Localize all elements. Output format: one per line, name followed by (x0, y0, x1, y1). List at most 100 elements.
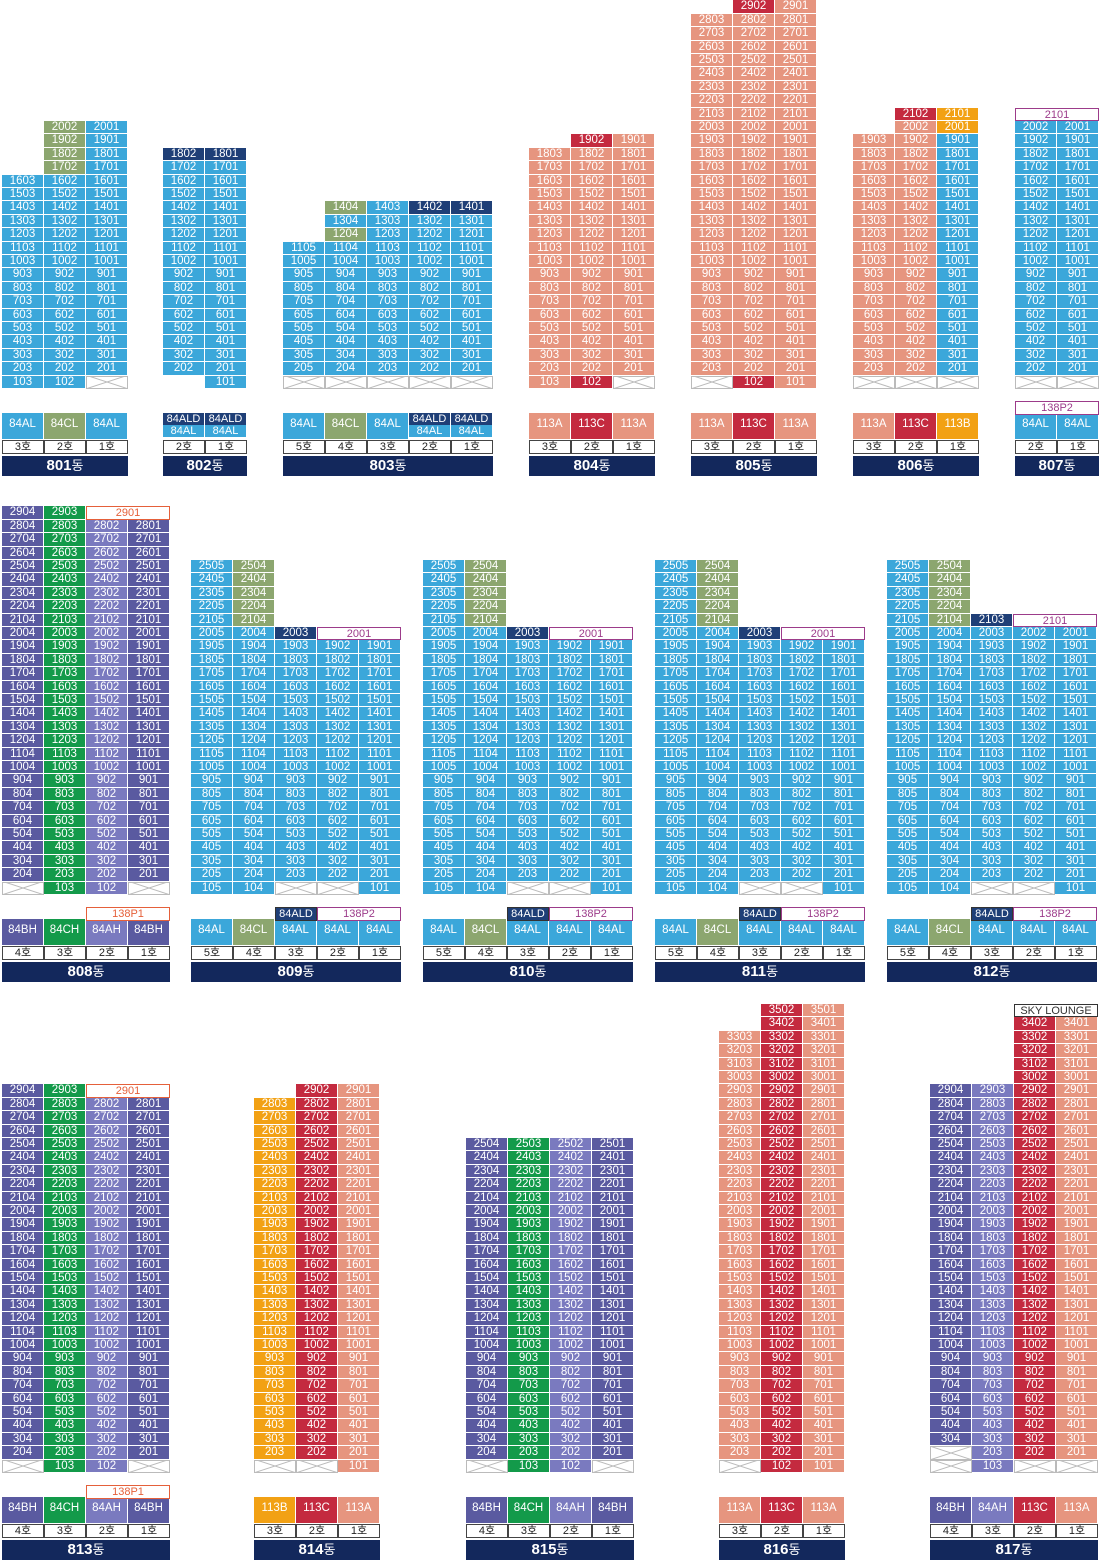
unit-1003: 1003 (44, 1339, 86, 1353)
unit-1303: 1303 (529, 214, 571, 229)
unit-1503: 1503 (853, 188, 895, 202)
unit-902: 902 (1014, 1352, 1056, 1366)
unit-804: 804 (2, 1365, 44, 1380)
unit-number-label: 4호 (233, 946, 275, 960)
empty-unit (128, 1459, 170, 1473)
unit-number-label: 1호 (359, 946, 401, 960)
unit-1903: 1903 (971, 640, 1013, 654)
unit-502: 502 (44, 322, 86, 336)
unit-1403: 1403 (691, 201, 733, 215)
unit-number-label: 1호 (823, 946, 865, 960)
unit-904: 904 (929, 774, 971, 788)
unit-2701: 2701 (338, 1111, 380, 1125)
unit-1102: 1102 (1013, 747, 1055, 761)
unit-501: 501 (359, 828, 401, 842)
unit-301: 301 (803, 1432, 845, 1447)
unit-803: 803 (254, 1365, 296, 1380)
unit-1201: 1201 (1056, 1312, 1098, 1326)
building-label: 814동 (254, 1540, 380, 1560)
unit-101: 101 (359, 881, 401, 895)
unit-704: 704 (233, 801, 275, 815)
unit-1703: 1703 (44, 1245, 86, 1259)
unit-1604: 1604 (929, 680, 971, 694)
unit-3502: 3502 (761, 1004, 803, 1018)
unit-1004: 1004 (466, 1339, 508, 1353)
unit-1202: 1202 (163, 228, 205, 242)
unit-2205: 2205 (887, 600, 929, 614)
unit-2003: 2003 (972, 1205, 1014, 1219)
building-suffix: 동 (598, 458, 611, 473)
unit-1803: 1803 (972, 1231, 1014, 1246)
unit-205: 205 (887, 868, 929, 882)
unit-1501: 1501 (823, 694, 865, 708)
unit-2203: 2203 (972, 1178, 1014, 1192)
unit-3201: 3201 (1056, 1044, 1098, 1058)
unit-303: 303 (719, 1432, 761, 1447)
unit-902: 902 (163, 268, 205, 282)
unit-704: 704 (697, 801, 739, 815)
unit-1103: 1103 (529, 241, 571, 255)
unit-1605: 1605 (191, 680, 233, 694)
unit-number-label: 3호 (853, 440, 895, 454)
empty-unit (283, 375, 325, 389)
unit-2303: 2303 (254, 1164, 296, 1179)
empty-unit (86, 375, 128, 389)
unit-1101: 1101 (803, 1325, 845, 1339)
unit-1905: 1905 (423, 640, 465, 654)
unit-1903: 1903 (508, 1218, 550, 1232)
unit-1702: 1702 (761, 1245, 803, 1259)
unit-1804: 1804 (465, 653, 507, 668)
unit-905: 905 (423, 774, 465, 788)
unit-503: 503 (254, 1406, 296, 1420)
unit-2501: 2501 (128, 560, 170, 574)
unit-2403: 2403 (972, 1151, 1014, 1165)
unit-2205: 2205 (423, 600, 465, 614)
unit-1604: 1604 (2, 1258, 44, 1272)
unit-1803: 1803 (44, 653, 86, 668)
unit-1203: 1203 (971, 734, 1013, 748)
unit-803: 803 (739, 787, 781, 802)
unit-805: 805 (283, 281, 325, 296)
unit-1002: 1002 (895, 255, 937, 269)
unit-2901: 2901 (338, 1084, 380, 1098)
type-header: 84ALD (739, 907, 781, 921)
unit-1104: 1104 (929, 747, 971, 761)
unit-702: 702 (1013, 801, 1055, 815)
unit-1001: 1001 (1057, 255, 1099, 269)
unit-201: 201 (937, 362, 979, 376)
unit-2601: 2601 (775, 40, 817, 54)
unit-2203: 2203 (44, 1178, 86, 1192)
unit-503: 503 (529, 322, 571, 336)
unit-1701: 1701 (86, 161, 128, 175)
unit-704: 704 (2, 1379, 44, 1393)
unit-603: 603 (275, 814, 317, 828)
empty-unit (317, 881, 359, 895)
unit-3102: 3102 (761, 1057, 803, 1071)
unit-1201: 1201 (128, 1312, 170, 1326)
unit-2602: 2602 (1014, 1124, 1056, 1138)
unit-403: 403 (508, 1419, 550, 1433)
unit-801: 801 (128, 787, 170, 802)
unit-201: 201 (823, 868, 865, 882)
unit-704: 704 (930, 1379, 972, 1393)
unit-2701: 2701 (128, 1111, 170, 1125)
unit-1902: 1902 (296, 1218, 338, 1232)
unit-1402: 1402 (409, 201, 451, 215)
unit-2103: 2103 (44, 613, 86, 627)
unit-number-label: 2호 (317, 946, 359, 960)
unit-1003: 1003 (529, 255, 571, 269)
unit-1504: 1504 (233, 694, 275, 708)
unit-1401: 1401 (338, 1285, 380, 1299)
unit-1301: 1301 (803, 1298, 845, 1313)
unit-903: 903 (44, 1352, 86, 1366)
unit-3402: 3402 (761, 1017, 803, 1031)
unit-804: 804 (233, 787, 275, 802)
unit-1903: 1903 (254, 1218, 296, 1232)
unit-803: 803 (44, 1365, 86, 1380)
unit-type-label: 84AL (1015, 413, 1057, 439)
unit-201: 201 (86, 362, 128, 376)
unit-1605: 1605 (423, 680, 465, 694)
unit-2201: 2201 (803, 1178, 845, 1192)
unit-504: 504 (466, 1406, 508, 1420)
unit-number-label: 1호 (1056, 1524, 1098, 1538)
